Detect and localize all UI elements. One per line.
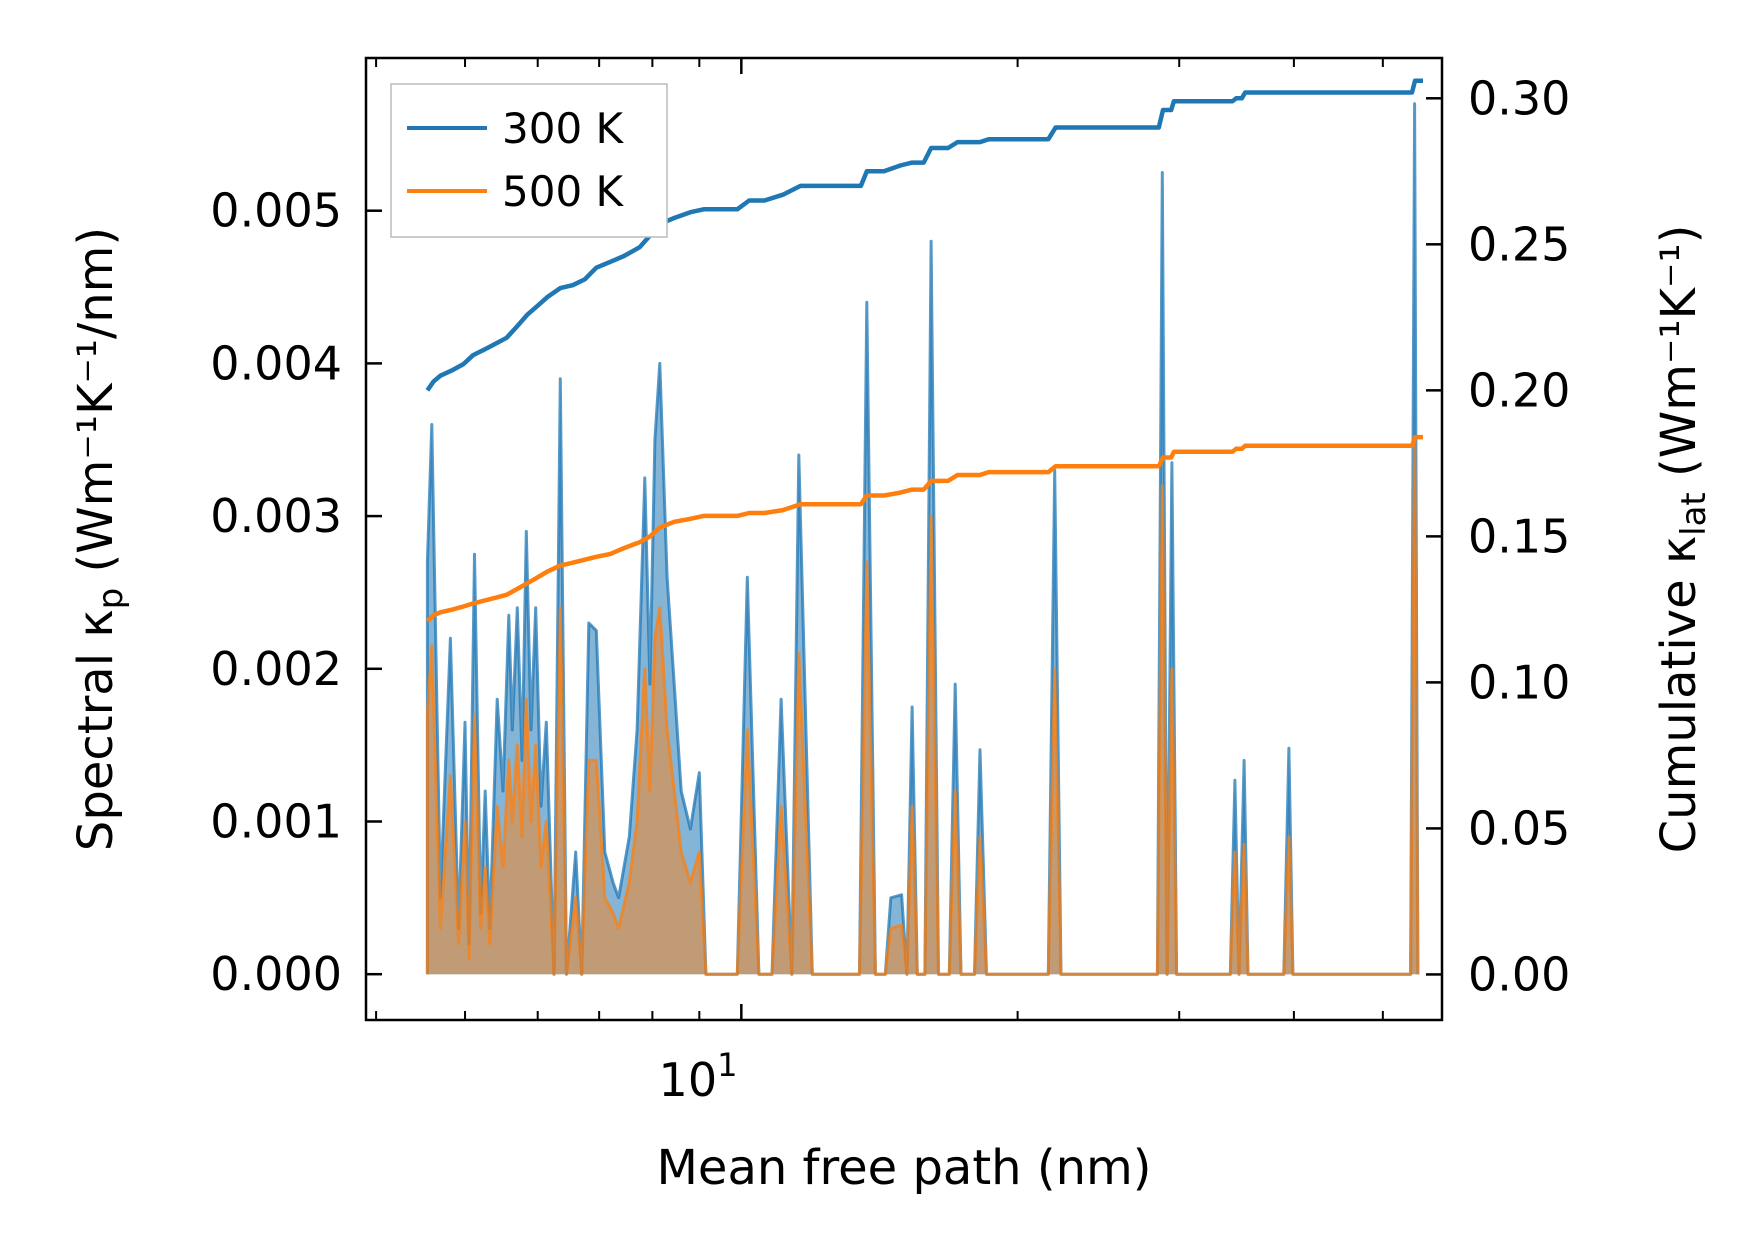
spectral-lines: [425, 102, 1420, 976]
right-tick-label: 0.10: [1468, 655, 1570, 709]
x-tick-exponent: 1: [717, 1046, 737, 1084]
legend-label-500k: 500 K: [502, 167, 625, 216]
x-tick-base: 10: [659, 1053, 718, 1107]
cumulative-lines: [425, 78, 1423, 623]
left-tick-label: 0.000: [210, 947, 342, 1001]
spectral-line-500k: [425, 438, 1420, 976]
left-axis-title-units: (Wm⁻¹K⁻¹/nm): [68, 227, 124, 588]
legend-label-300k: 300 K: [502, 104, 625, 153]
right-axis-ticks: 0.00 0.05 0.10 0.15 0.20 0.25 0.30: [1426, 71, 1570, 1001]
right-axis-title-units: (Wm⁻¹K⁻¹): [1651, 225, 1707, 493]
right-axis-title: Cumulative κlat (Wm⁻¹K⁻¹): [1651, 225, 1714, 854]
left-axis-title-main: Spectral κ: [68, 609, 124, 851]
right-tick-label: 0.30: [1468, 71, 1570, 125]
right-tick-label: 0.20: [1468, 363, 1570, 417]
plot-frame: [364, 56, 1444, 1022]
legend-box: [390, 83, 668, 238]
x-axis-ticks: [375, 58, 1384, 1020]
left-tick-label: 0.002: [210, 642, 342, 696]
left-axis-title-sub: p: [91, 588, 131, 610]
x-axis-title: Mean free path (nm): [657, 1140, 1152, 1196]
left-axis-title: Spectral κp (Wm⁻¹K⁻¹/nm): [68, 227, 131, 851]
left-tick-label: 0.003: [210, 489, 342, 543]
left-tick-label: 0.004: [210, 336, 342, 390]
left-tick-label: 0.005: [210, 184, 342, 238]
right-tick-label: 0.00: [1468, 947, 1570, 1001]
left-axis-ticks: 0.000 0.001 0.002 0.003 0.004 0.005: [210, 184, 382, 1001]
cumulative-line-500k: [425, 434, 1423, 623]
right-tick-label: 0.25: [1468, 217, 1570, 271]
right-axis-title-main: Cumulative κ: [1651, 536, 1707, 854]
right-axis-title-sub: lat: [1674, 492, 1714, 536]
right-tick-label: 0.15: [1468, 509, 1570, 563]
right-tick-label: 0.05: [1468, 801, 1570, 855]
cumulative-line-300k: [425, 78, 1423, 392]
legend: 300 K 500 K: [390, 83, 668, 238]
left-tick-label: 0.001: [210, 794, 342, 848]
x-tick-label-10: 101: [659, 1046, 738, 1107]
